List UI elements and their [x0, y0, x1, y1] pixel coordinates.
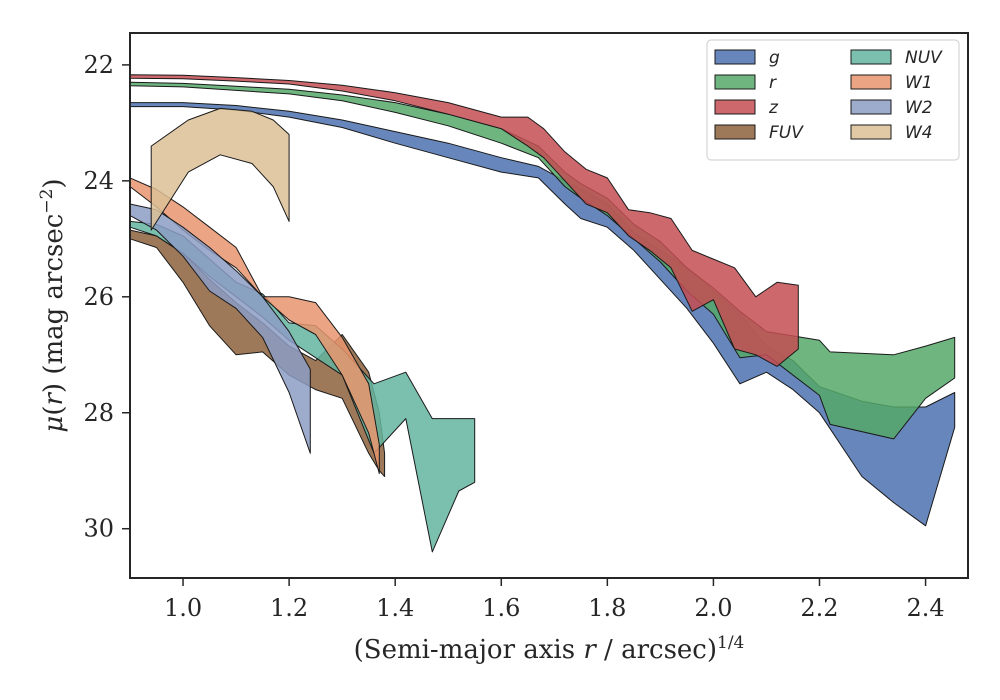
band-z	[129, 74, 799, 367]
legend-label-w4: W4	[905, 123, 933, 143]
y-axis-label-var: r	[39, 392, 69, 406]
x-tick-label: 1.2	[270, 594, 308, 622]
legend-label-fuv: FUV	[769, 123, 804, 143]
x-tick-label: 1.4	[376, 594, 414, 622]
x-axis-label-var: r	[583, 635, 597, 665]
y-axis-label-mu: μ	[39, 416, 69, 433]
band-w2	[129, 203, 311, 454]
legend-swatch-w1	[850, 74, 892, 90]
chart-bands	[129, 74, 956, 553]
legend-label-nuv: NUV	[905, 48, 943, 68]
x-tick-label: 1.8	[588, 594, 626, 622]
x-axis-label-part3: / arcsec)	[596, 635, 717, 665]
y-tick-label: 26	[83, 283, 114, 311]
y-tick-label: 28	[83, 399, 114, 427]
legend-swatch-g	[714, 49, 756, 65]
x-tick-label: 2.2	[800, 594, 838, 622]
x-axis-label-exponent: 1/4	[717, 633, 744, 653]
legend-swatch-w2	[850, 99, 892, 115]
legend-swatch-nuv	[850, 49, 892, 65]
x-tick-label: 2.4	[906, 594, 944, 622]
y-axis-label-unit: ) (mag arcsec	[39, 214, 69, 393]
legend-label-w1: W1	[905, 73, 933, 93]
legend-label-z: z	[768, 98, 779, 118]
legend-swatch-fuv	[714, 124, 756, 140]
x-tick-label: 1.0	[164, 594, 202, 622]
legend-swatch-w4	[850, 124, 892, 140]
y-axis-label-exponent: −2	[37, 189, 57, 214]
x-tick-label: 1.6	[482, 594, 520, 622]
legend: grz FUV NUV W1 W2 W4	[706, 39, 960, 161]
legend-swatch-z	[714, 99, 756, 115]
y-axis-label-paren-open: (	[39, 406, 69, 416]
x-axis-label: (Semi-major axis r / arcsec)1/4	[354, 633, 745, 665]
legend-box	[706, 39, 960, 161]
y-axis-label: μ(r) (mag arcsec−2)	[37, 178, 69, 432]
y-tick-label: 22	[83, 51, 114, 79]
band-w4	[150, 107, 290, 231]
x-axis-label-part1: (Semi-major axis	[354, 635, 584, 665]
y-tick-label: 24	[83, 167, 114, 195]
axis-ticks: 1.0 1.2 1.4 1.6 1.8 2.0 2.2 2.4 22 24 26 28 30	[83, 51, 944, 622]
legend-label-g: g	[769, 48, 780, 68]
y-axis-label-close: )	[39, 178, 69, 188]
band-g	[129, 102, 956, 527]
legend-swatch-r	[714, 74, 756, 90]
plot-frame	[129, 32, 969, 579]
x-tick-label: 2.0	[694, 594, 732, 622]
legend-label-w2: W2	[905, 98, 933, 118]
y-tick-label: 30	[83, 515, 114, 543]
legend-label-r: r	[769, 73, 777, 93]
